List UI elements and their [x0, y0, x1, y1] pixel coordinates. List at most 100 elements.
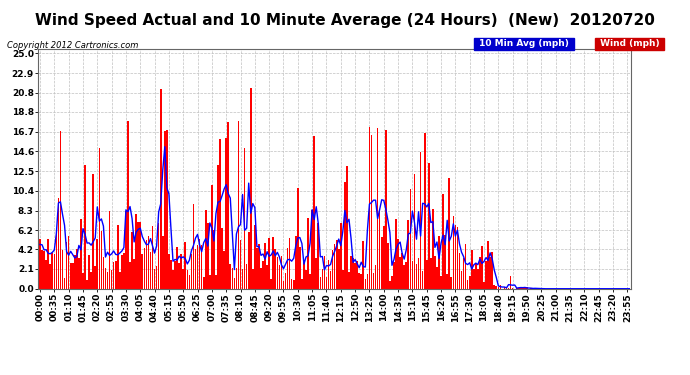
Bar: [137, 222, 139, 289]
Bar: [41, 250, 43, 289]
Bar: [328, 260, 329, 289]
Bar: [307, 218, 309, 289]
Bar: [52, 252, 53, 289]
Bar: [237, 121, 239, 289]
Bar: [279, 266, 280, 289]
Bar: [346, 166, 348, 289]
Bar: [186, 270, 188, 289]
Bar: [389, 280, 391, 289]
Bar: [504, 287, 505, 289]
Bar: [451, 277, 452, 289]
Bar: [250, 88, 252, 289]
Bar: [309, 274, 311, 289]
Text: Wind (mph): Wind (mph): [597, 39, 662, 48]
Bar: [125, 211, 127, 289]
Bar: [78, 258, 79, 289]
Bar: [241, 268, 244, 289]
Bar: [46, 260, 47, 289]
Bar: [522, 288, 524, 289]
Bar: [400, 257, 401, 289]
Bar: [408, 220, 409, 289]
Bar: [465, 244, 466, 289]
Bar: [219, 139, 221, 289]
Bar: [362, 241, 364, 289]
Bar: [97, 239, 98, 289]
Bar: [473, 269, 475, 289]
Bar: [512, 288, 513, 289]
Bar: [491, 252, 493, 289]
Bar: [264, 243, 266, 289]
Bar: [262, 261, 264, 289]
Bar: [61, 250, 63, 289]
Bar: [121, 255, 123, 289]
Bar: [141, 254, 143, 289]
Bar: [160, 90, 161, 289]
Bar: [364, 279, 366, 289]
Bar: [209, 275, 210, 289]
Bar: [336, 240, 337, 289]
Bar: [317, 223, 319, 289]
Bar: [111, 270, 112, 289]
Bar: [270, 279, 272, 289]
Bar: [63, 278, 66, 289]
Bar: [322, 269, 323, 289]
Bar: [176, 247, 178, 289]
Bar: [68, 237, 70, 289]
Bar: [524, 288, 526, 289]
Bar: [360, 274, 362, 289]
Bar: [107, 272, 108, 289]
Bar: [291, 279, 293, 289]
Bar: [226, 138, 227, 289]
Bar: [326, 277, 327, 289]
Bar: [412, 261, 413, 289]
Bar: [182, 268, 184, 289]
Bar: [385, 130, 386, 289]
Bar: [59, 131, 61, 289]
Bar: [428, 164, 430, 289]
Bar: [402, 253, 403, 289]
Bar: [90, 273, 92, 289]
Bar: [72, 264, 74, 289]
Bar: [109, 211, 110, 289]
Bar: [415, 264, 417, 289]
Bar: [424, 133, 426, 289]
Bar: [455, 225, 456, 289]
Bar: [199, 239, 200, 289]
Bar: [440, 276, 442, 289]
Bar: [213, 230, 215, 289]
Bar: [348, 272, 350, 289]
Bar: [188, 275, 190, 289]
Bar: [39, 239, 41, 289]
Bar: [115, 261, 117, 289]
Bar: [234, 278, 235, 289]
Bar: [510, 276, 511, 289]
Bar: [283, 281, 284, 289]
Bar: [166, 130, 168, 289]
Bar: [434, 256, 435, 289]
Bar: [330, 272, 331, 289]
Bar: [113, 262, 115, 289]
Bar: [217, 165, 219, 289]
Bar: [353, 258, 354, 289]
Bar: [287, 248, 288, 289]
Bar: [86, 280, 88, 289]
Bar: [393, 262, 395, 289]
Bar: [471, 251, 473, 289]
Bar: [152, 226, 153, 289]
Bar: [442, 194, 444, 289]
Bar: [207, 223, 208, 289]
Bar: [131, 232, 133, 289]
Bar: [256, 248, 257, 289]
Bar: [324, 256, 325, 289]
Bar: [358, 273, 360, 289]
Bar: [82, 273, 83, 289]
Bar: [50, 264, 51, 289]
Bar: [275, 249, 276, 289]
Bar: [459, 253, 460, 289]
Bar: [70, 264, 72, 289]
Bar: [123, 253, 125, 289]
Bar: [190, 254, 193, 289]
Bar: [211, 185, 213, 289]
Bar: [332, 251, 333, 289]
Bar: [371, 135, 373, 289]
